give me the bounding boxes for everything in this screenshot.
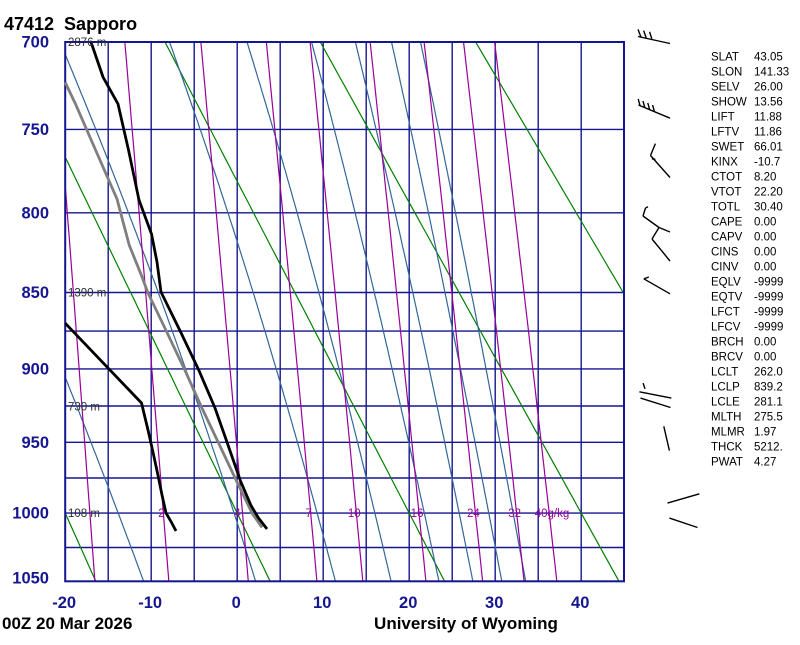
svg-text:-10.7: -10.7 bbox=[754, 157, 780, 169]
svg-text:CINS: CINS bbox=[711, 247, 739, 259]
svg-text:7: 7 bbox=[305, 508, 311, 520]
svg-text:VTOT: VTOT bbox=[711, 187, 741, 199]
svg-text:47412 Sapporo: 47412 Sapporo bbox=[4, 14, 137, 34]
svg-text:730 m: 730 m bbox=[68, 401, 100, 413]
svg-text:BRCV: BRCV bbox=[711, 352, 743, 364]
svg-text:262.0: 262.0 bbox=[754, 367, 783, 379]
svg-text:950: 950 bbox=[21, 434, 49, 452]
svg-text:26.00: 26.00 bbox=[754, 82, 783, 94]
svg-text:0.00: 0.00 bbox=[754, 352, 776, 364]
svg-text:30.40: 30.40 bbox=[754, 202, 783, 214]
svg-text:MLMR: MLMR bbox=[711, 427, 745, 439]
svg-text:LCLE: LCLE bbox=[711, 397, 740, 409]
svg-text:4: 4 bbox=[234, 508, 241, 520]
svg-text:700: 700 bbox=[21, 34, 49, 52]
svg-text:-9999: -9999 bbox=[754, 322, 783, 334]
svg-text:8.20: 8.20 bbox=[754, 172, 776, 184]
svg-text:TOTL: TOTL bbox=[711, 202, 741, 214]
svg-text:281.1: 281.1 bbox=[754, 397, 783, 409]
svg-text:0: 0 bbox=[232, 594, 241, 612]
svg-text:-9999: -9999 bbox=[754, 307, 783, 319]
svg-text:LIFT: LIFT bbox=[711, 112, 735, 124]
svg-text:16: 16 bbox=[411, 508, 424, 520]
svg-text:0.00: 0.00 bbox=[754, 337, 776, 349]
svg-text:0.00: 0.00 bbox=[754, 217, 776, 229]
svg-text:BRCH: BRCH bbox=[711, 337, 744, 349]
svg-text:CTOT: CTOT bbox=[711, 172, 742, 184]
svg-text:11.88: 11.88 bbox=[754, 112, 782, 124]
svg-text:24: 24 bbox=[467, 508, 480, 520]
svg-text:SELV: SELV bbox=[711, 82, 740, 94]
svg-text:275.5: 275.5 bbox=[754, 412, 783, 424]
svg-text:40g/kg: 40g/kg bbox=[535, 508, 570, 520]
svg-text:SHOW: SHOW bbox=[711, 97, 747, 109]
svg-text:-9999: -9999 bbox=[754, 292, 783, 304]
svg-text:SLON: SLON bbox=[711, 67, 742, 79]
svg-text:43.05: 43.05 bbox=[754, 52, 783, 64]
svg-text:750: 750 bbox=[21, 121, 49, 139]
svg-text:900: 900 bbox=[21, 360, 49, 378]
svg-text:PWAT: PWAT bbox=[711, 457, 743, 469]
svg-text:10: 10 bbox=[348, 508, 361, 520]
svg-text:EQLV: EQLV bbox=[711, 277, 741, 289]
svg-text:0.00: 0.00 bbox=[754, 262, 776, 274]
svg-text:SWET: SWET bbox=[711, 142, 744, 154]
svg-text:LFCT: LFCT bbox=[711, 307, 740, 319]
svg-text:10: 10 bbox=[313, 594, 331, 612]
svg-text:-9999: -9999 bbox=[754, 277, 783, 289]
svg-text:850: 850 bbox=[21, 284, 49, 302]
svg-text:0.00: 0.00 bbox=[754, 232, 776, 244]
svg-text:2876 m: 2876 m bbox=[68, 37, 106, 49]
svg-text:00Z 20 Mar 2026: 00Z 20 Mar 2026 bbox=[2, 614, 132, 633]
svg-text:LFCV: LFCV bbox=[711, 322, 741, 334]
svg-text:CAPV: CAPV bbox=[711, 232, 743, 244]
svg-text:LCLP: LCLP bbox=[711, 382, 740, 394]
svg-text:LCLT: LCLT bbox=[711, 367, 738, 379]
svg-text:32: 32 bbox=[508, 508, 521, 520]
svg-text:108 m: 108 m bbox=[68, 508, 100, 520]
svg-text:EQTV: EQTV bbox=[711, 292, 743, 304]
svg-text:1050: 1050 bbox=[12, 570, 49, 588]
svg-text:University of Wyoming: University of Wyoming bbox=[374, 614, 558, 633]
svg-text:1000: 1000 bbox=[12, 505, 49, 523]
svg-text:4.27: 4.27 bbox=[754, 457, 776, 469]
svg-text:11.86: 11.86 bbox=[754, 127, 782, 139]
svg-text:1.97: 1.97 bbox=[754, 427, 776, 439]
svg-text:800: 800 bbox=[21, 204, 49, 222]
svg-text:66.01: 66.01 bbox=[754, 142, 783, 154]
svg-text:MLTH: MLTH bbox=[711, 412, 741, 424]
svg-text:30: 30 bbox=[485, 594, 503, 612]
svg-text:-20: -20 bbox=[52, 594, 76, 612]
svg-text:141.33: 141.33 bbox=[754, 67, 789, 79]
svg-text:KINX: KINX bbox=[711, 157, 738, 169]
svg-text:20: 20 bbox=[399, 594, 417, 612]
svg-text:CINV: CINV bbox=[711, 262, 739, 274]
svg-text:22.20: 22.20 bbox=[754, 187, 783, 199]
svg-text:2: 2 bbox=[158, 508, 164, 520]
svg-text:THCK: THCK bbox=[711, 442, 743, 454]
svg-text:1390 m: 1390 m bbox=[68, 288, 106, 300]
svg-text:0.00: 0.00 bbox=[754, 247, 776, 259]
svg-text:CAPE: CAPE bbox=[711, 217, 743, 229]
svg-text:LFTV: LFTV bbox=[711, 127, 739, 139]
svg-text:839.2: 839.2 bbox=[754, 382, 783, 394]
svg-text:40: 40 bbox=[571, 594, 589, 612]
svg-text:13.56: 13.56 bbox=[754, 97, 783, 109]
svg-text:5212.: 5212. bbox=[754, 442, 783, 454]
svg-text:-10: -10 bbox=[138, 594, 162, 612]
svg-text:SLAT: SLAT bbox=[711, 52, 739, 64]
